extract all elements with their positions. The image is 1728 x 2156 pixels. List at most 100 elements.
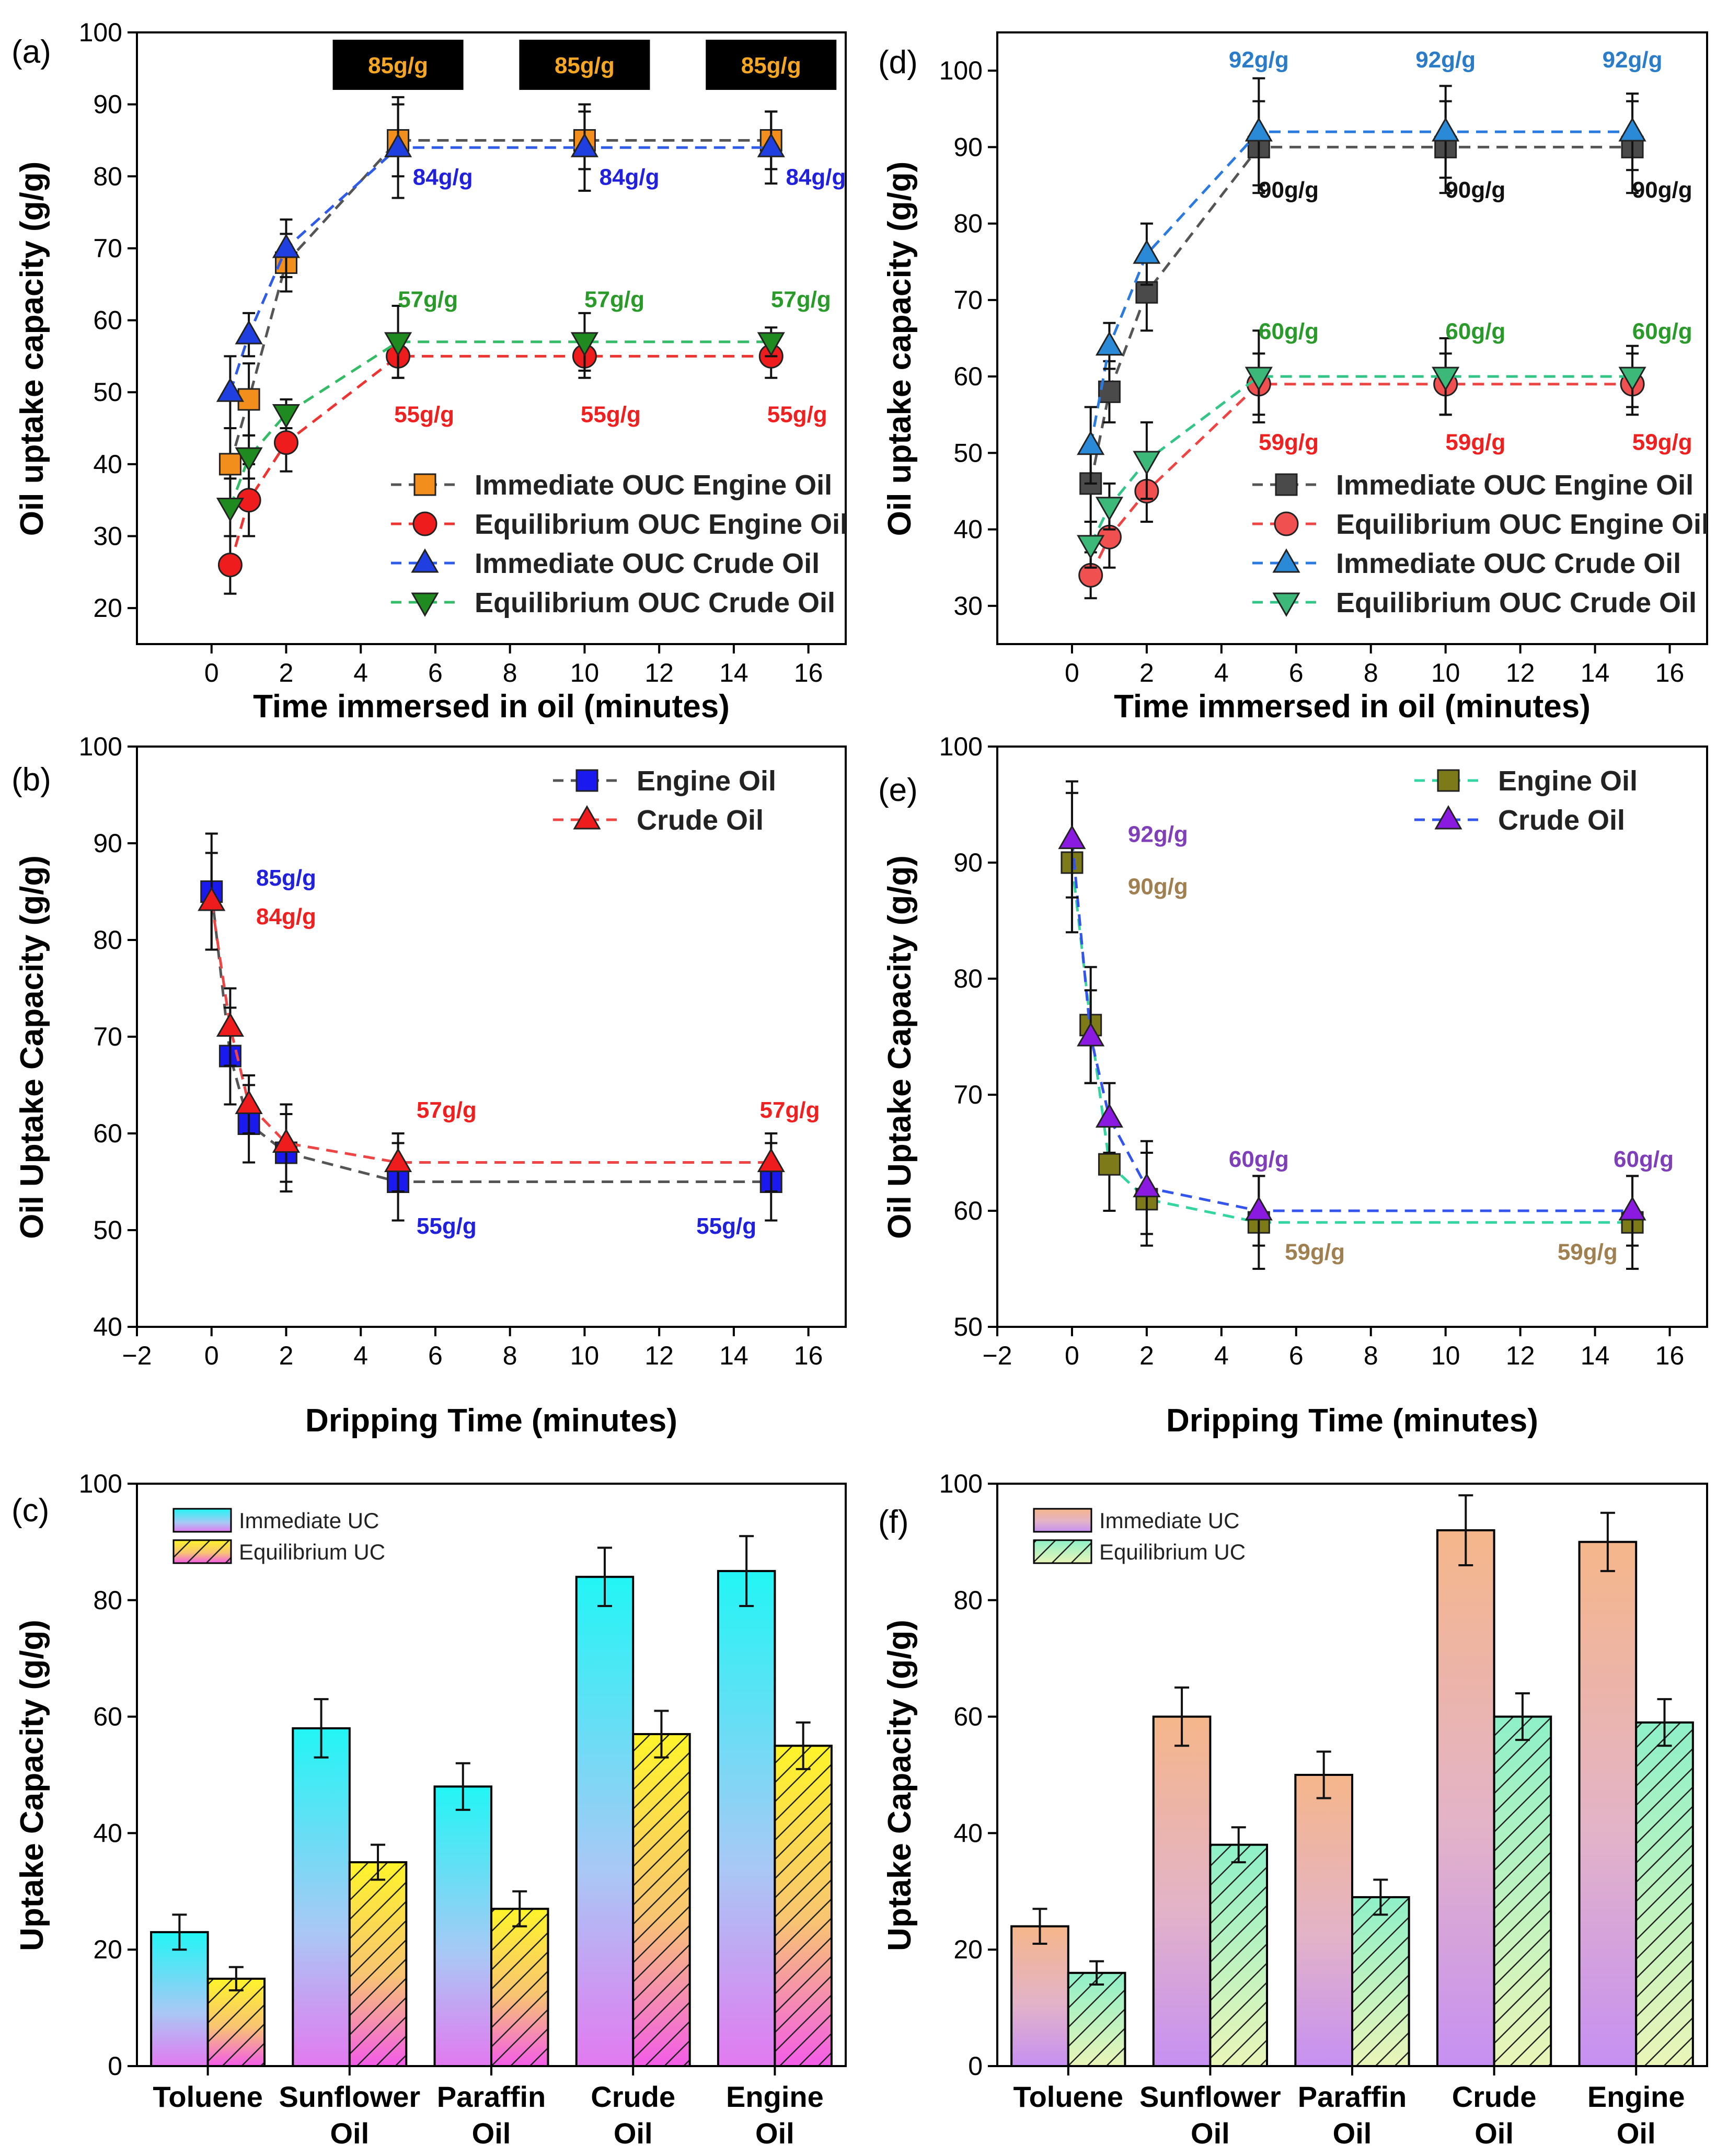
x-tick-label: 16 (794, 658, 823, 687)
legend-swatch (1033, 1508, 1092, 1533)
legend-label: Equilibrium UC (1099, 1540, 1246, 1564)
chart-panel-d: 30 40 50 60 70 80 90 100 0 2 4 6 8 10 12 14 16 (d) Oil upt… (878, 31, 1709, 725)
annotation-box (706, 39, 837, 90)
bar-hatch (490, 1908, 549, 2067)
y-axis-label: Uptake Capacity (g/g) (882, 1620, 918, 1951)
legend-label: Immediate OUC Engine Oil (475, 469, 832, 501)
legend-label: Equilibrium OUC Engine Oil (1336, 509, 1709, 540)
y-tick-label: 60 (93, 1702, 122, 1731)
annotation-box (519, 39, 650, 90)
plot-frame (136, 31, 847, 645)
legend-marker (1272, 592, 1300, 617)
legend-label: Crude Oil (637, 805, 764, 836)
x-tick-label: 8 (503, 1341, 517, 1370)
annotation-label: 60g/g (1259, 318, 1319, 344)
y-tick-label: 100 (939, 1469, 983, 1498)
x-tick-label: 4 (353, 658, 368, 687)
panel-label: (d) (878, 44, 918, 81)
y-tick-label: 40 (93, 450, 122, 479)
series-line (229, 139, 771, 465)
y-tick-label: 20 (93, 1935, 122, 1964)
chart-panel-e: 50 60 70 80 90 100 −2 0 2 4 6 8 10 12 14 16 (e) Oil Uptak… (878, 732, 1708, 1439)
annotation-label: 59g/g (1285, 1240, 1345, 1265)
annotation-label: 60g/g (1445, 318, 1505, 344)
category-label: Oil (755, 2117, 794, 2150)
data-point (1133, 1173, 1161, 1198)
data-point (235, 447, 263, 472)
category-label: Sunflower (279, 2080, 420, 2113)
bar (150, 1931, 209, 2068)
y-tick-label: 80 (953, 209, 983, 238)
annotation-box (332, 39, 464, 90)
annotation-label: 84g/g (786, 164, 846, 190)
bar-hatch (1635, 1721, 1694, 2067)
y-tick-label: 60 (93, 306, 122, 335)
category-label: Crude (1452, 2080, 1537, 2113)
bar (1152, 1715, 1212, 2068)
bar (1010, 1925, 1069, 2067)
y-tick-label: 40 (953, 1818, 983, 1848)
chart-panel-b: 40 50 60 70 80 90 100 −2 0 2 4 6 8 10 12 14 16 (b) Oil Upt… (11, 732, 847, 1439)
x-tick-label: 10 (1431, 1341, 1460, 1370)
bar-hatch (1493, 1715, 1552, 2068)
data-point (570, 133, 599, 157)
y-tick-label: 70 (953, 1080, 983, 1109)
y-tick-label: 80 (93, 162, 122, 191)
panel-label: (f) (878, 1504, 909, 1540)
y-tick-label: 90 (953, 848, 983, 877)
y-tick-label: 40 (93, 1818, 122, 1848)
x-axis-label: Time immersed in oil (minutes) (253, 689, 730, 725)
y-tick-label: 40 (93, 1312, 122, 1341)
legend-marker (1437, 769, 1460, 792)
data-point (1095, 1103, 1124, 1128)
x-tick-label: 2 (279, 658, 294, 687)
x-tick-label: 8 (1364, 658, 1378, 687)
x-axis-label: Time immersed in oil (minutes) (1114, 689, 1591, 725)
legend-label: Crude Oil (1498, 805, 1625, 836)
legend-label: Equilibrium OUC Crude Oil (1336, 587, 1697, 618)
legend-label: Engine Oil (637, 765, 776, 797)
legend-marker (1434, 805, 1462, 830)
category-label: Paraffin (1298, 2080, 1407, 2113)
legend-label: Equilibrium UC (239, 1540, 385, 1564)
y-tick-label: 50 (953, 1312, 983, 1341)
bar (717, 1570, 776, 2068)
legend-label: Immediate UC (239, 1508, 379, 1533)
y-tick-label: 70 (93, 234, 122, 263)
y-tick-label: 100 (79, 1469, 122, 1498)
legend-marker (413, 473, 436, 496)
y-tick-label: 100 (79, 732, 122, 761)
annotation-label: 85g/g (368, 53, 428, 78)
x-tick-label: 0 (1065, 658, 1079, 687)
data-point (1095, 331, 1124, 356)
annotation-label: 57g/g (417, 1097, 477, 1123)
x-tick-label: 6 (428, 658, 443, 687)
data-point (272, 233, 301, 258)
series-line (210, 901, 771, 1164)
x-tick-label: 4 (1214, 658, 1229, 687)
y-tick-label: 100 (939, 732, 983, 761)
annotation-label: 57g/g (759, 1097, 820, 1123)
category-label: Oil (472, 2117, 511, 2150)
data-point (757, 1148, 785, 1172)
legend-marker (573, 805, 601, 830)
data-point (384, 332, 412, 357)
chart-panel-c: 0 20 40 60 80 100 (c) Uptake Capacity (g/g) Tolu… (11, 1469, 847, 2150)
data-point (1077, 1022, 1105, 1047)
bar-hatch (1209, 1843, 1269, 2067)
data-point (570, 332, 599, 357)
annotation-label: 85g/g (555, 53, 615, 78)
data-point (1077, 430, 1105, 455)
annotation-label: 90g/g (1259, 177, 1319, 203)
y-tick-label: 80 (93, 925, 122, 955)
legend-label: Equilibrium OUC Engine Oil (475, 509, 848, 540)
data-point (1432, 366, 1460, 392)
legend-marker (1274, 511, 1299, 536)
bar (292, 1727, 351, 2067)
x-tick-label: 14 (719, 1341, 748, 1370)
chart-panel-a: 20 30 40 50 60 70 80 90 100 0 2 4 6 8 10 12 14 16 (a) Oil u… (11, 18, 848, 725)
y-tick-label: 90 (93, 829, 122, 858)
annotation-label: 60g/g (1632, 318, 1692, 344)
category-label: Engine (1587, 2080, 1685, 2113)
x-tick-label: 0 (1065, 1341, 1079, 1370)
